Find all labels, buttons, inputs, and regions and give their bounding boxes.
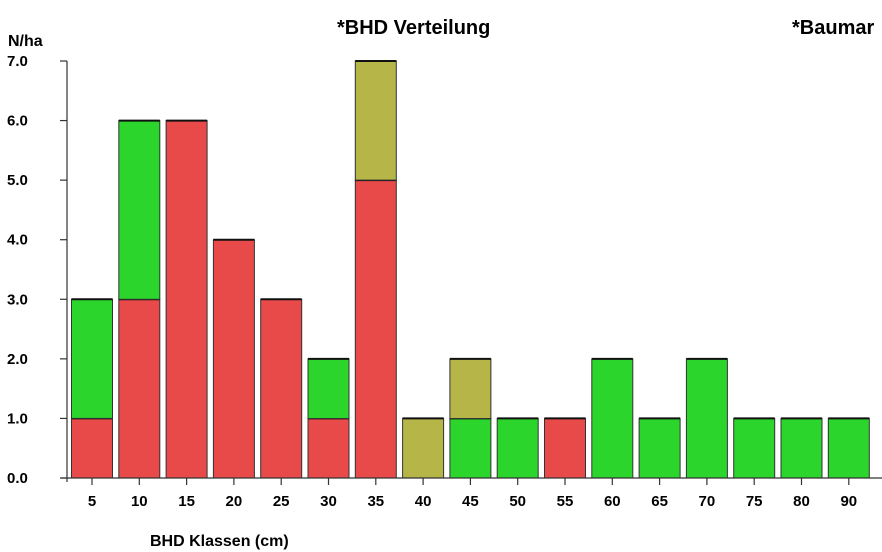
bar-80-series-2 — [780, 417, 823, 479]
x-tick-label: 20 — [226, 493, 243, 510]
x-tick-label: 25 — [273, 493, 290, 510]
x-tick-label: 45 — [462, 493, 479, 510]
bar-70-series-2 — [685, 358, 728, 479]
bar-90-series-2 — [827, 417, 870, 479]
x-tick-label: 75 — [746, 493, 763, 510]
x-tick-label: 15 — [178, 493, 195, 510]
bar-55-series-1 — [544, 417, 586, 479]
y-tick-label: 5.0 — [7, 172, 28, 189]
side-chart-title: *Baumar — [792, 17, 874, 39]
bar-30-series-2 — [307, 358, 350, 419]
x-tick-label: 50 — [509, 493, 526, 510]
bar-35-series-1 — [354, 179, 397, 479]
bar-10-series-1 — [118, 298, 161, 479]
x-tick-label: 30 — [320, 493, 337, 510]
axes-group: 0.0 1.0 2.0 3.0 4.0 5.0 6.0 7.0 5 10 15 20 25 30 35 40 4… — [7, 53, 882, 510]
y-tick-label: 0.0 — [7, 470, 28, 487]
bar-30-series-1 — [307, 417, 350, 479]
x-tick-label: 90 — [840, 493, 857, 510]
y-tick-label: 6.0 — [7, 113, 28, 130]
x-axis-label: BHD Klassen (cm) — [150, 533, 289, 550]
bar-35-series-3 — [354, 60, 397, 181]
x-tick-label: 65 — [651, 493, 668, 510]
bar-45-series-3 — [449, 358, 492, 419]
x-tick-label: 55 — [557, 493, 574, 510]
bar-5-series-2 — [71, 298, 113, 419]
y-tick-label: 1.0 — [7, 410, 28, 427]
bar-5-series-1 — [71, 417, 113, 479]
y-tick-label: 4.0 — [7, 232, 28, 249]
bar-25-series-1 — [260, 298, 303, 479]
bar-20-series-1 — [212, 239, 255, 479]
x-tick-label: 5 — [88, 493, 96, 510]
y-axis-label: N/ha — [8, 33, 43, 50]
x-tick-label: 10 — [131, 493, 148, 510]
x-tick-label: 60 — [604, 493, 621, 510]
y-tick-label: 7.0 — [7, 53, 28, 70]
bar-60-series-2 — [591, 358, 634, 479]
bar-65-series-2 — [638, 417, 681, 479]
x-tick-label: 80 — [793, 493, 810, 510]
bar-75-series-2 — [733, 417, 776, 479]
bar-45-series-2 — [449, 417, 492, 479]
x-tick-label: 35 — [367, 493, 384, 510]
y-tick-label: 3.0 — [7, 291, 28, 308]
bar-40-series-3 — [402, 417, 445, 479]
bar-50-series-2 — [496, 417, 539, 479]
x-tick-label: 70 — [699, 493, 716, 510]
bars-group — [71, 60, 870, 479]
bar-15-series-1 — [165, 120, 208, 479]
y-tick-label: 2.0 — [7, 351, 28, 368]
x-tick-label: 40 — [415, 493, 432, 510]
chart-title: *BHD Verteilung — [337, 17, 490, 39]
bar-10-series-2 — [118, 120, 161, 300]
